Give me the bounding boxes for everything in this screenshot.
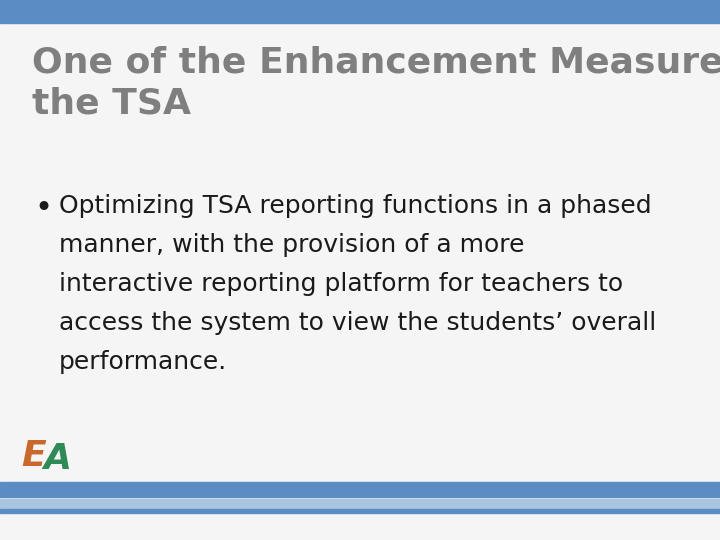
Text: Optimizing TSA reporting functions in a phased: Optimizing TSA reporting functions in a … xyxy=(59,194,652,218)
Text: manner, with the provision of a more: manner, with the provision of a more xyxy=(59,233,525,257)
Text: •: • xyxy=(35,194,53,224)
Bar xyxy=(0,482,720,497)
Text: interactive reporting platform for teachers to: interactive reporting platform for teach… xyxy=(59,272,624,296)
Bar xyxy=(0,509,720,513)
Text: performance.: performance. xyxy=(59,350,228,374)
Text: access the system to view the students’ overall: access the system to view the students’ … xyxy=(59,311,657,335)
Text: A: A xyxy=(43,442,71,476)
Bar xyxy=(0,499,720,508)
Text: E: E xyxy=(22,440,46,473)
Text: One of the Enhancement Measures for
the TSA: One of the Enhancement Measures for the … xyxy=(32,46,720,120)
Bar xyxy=(0,0,720,23)
